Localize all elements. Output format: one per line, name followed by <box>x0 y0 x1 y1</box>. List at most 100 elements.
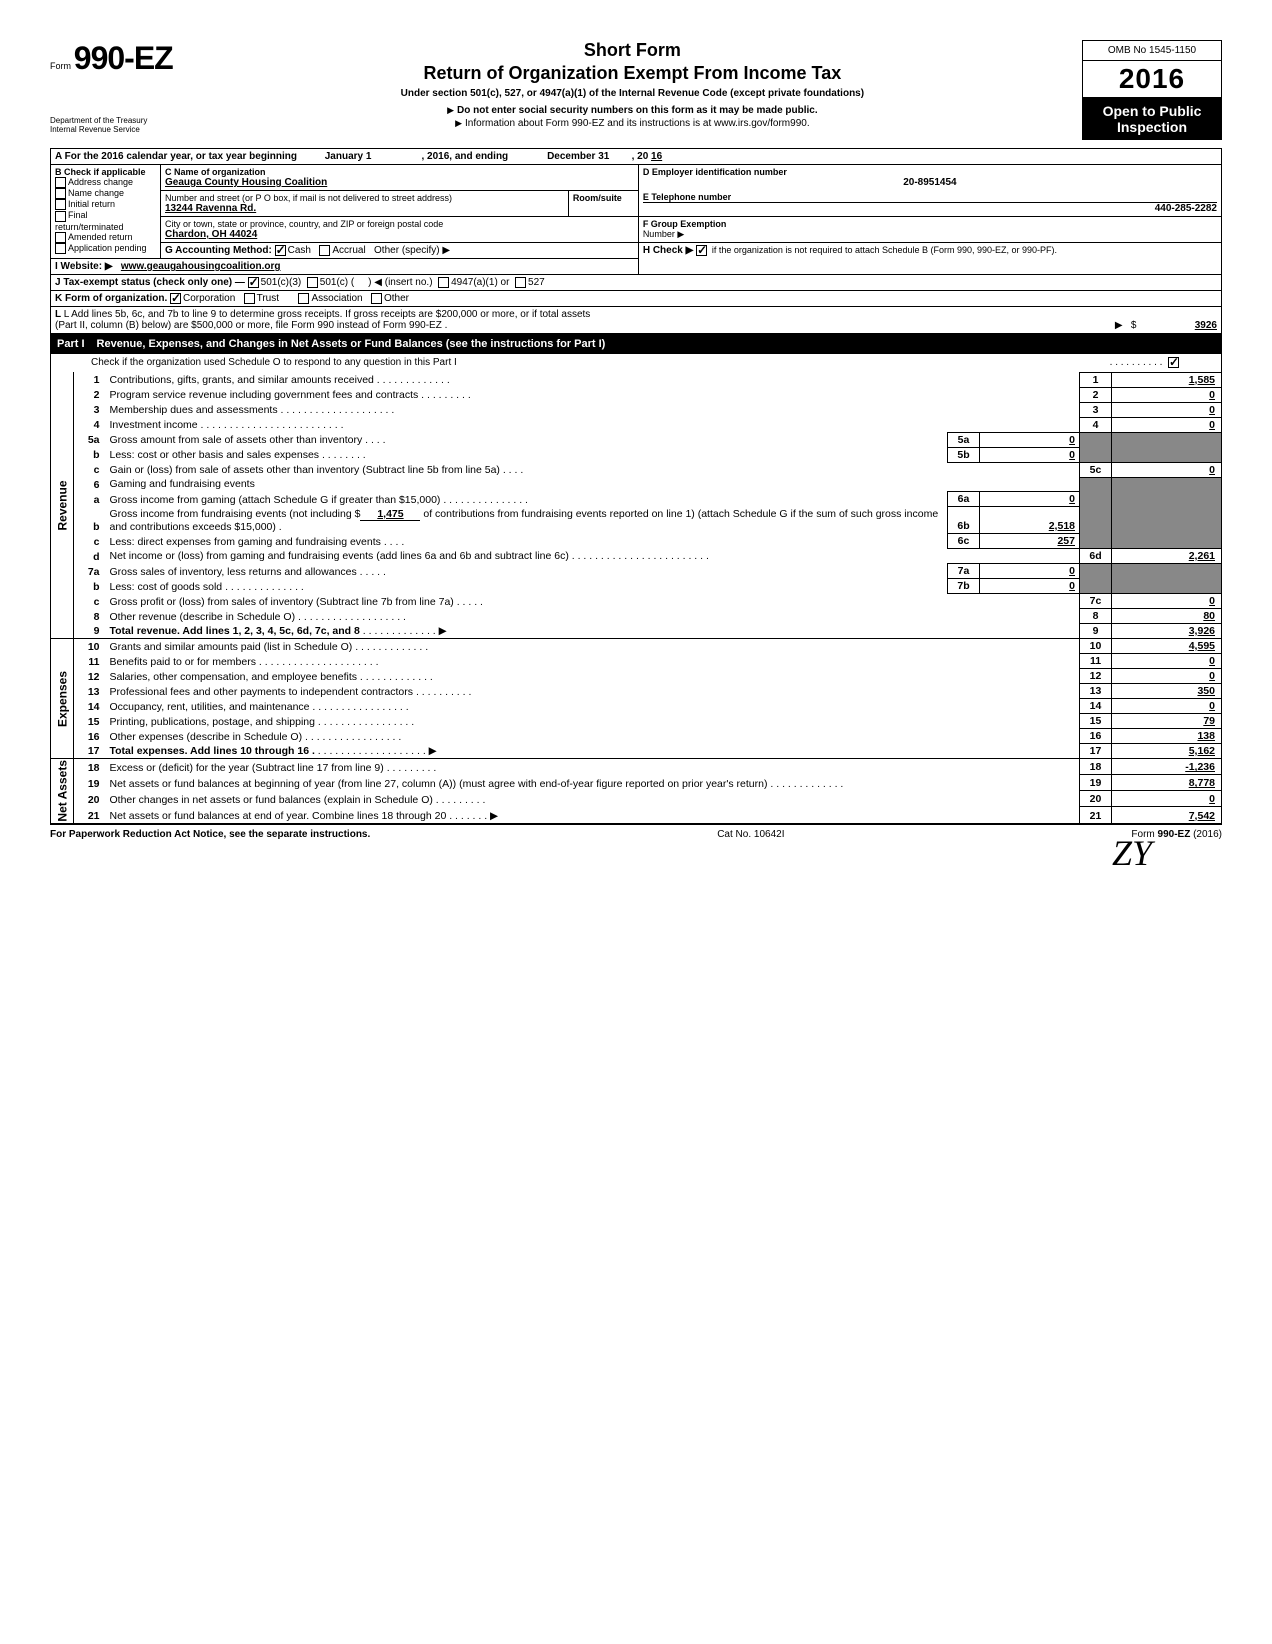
line-amount: 3,926 <box>1112 624 1222 639</box>
checkbox-name-change[interactable] <box>55 188 66 199</box>
page-footer: For Paperwork Reduction Act Notice, see … <box>50 824 1222 844</box>
j-opt2b: ) ◀ (insert no.) <box>368 277 432 288</box>
line-desc: Less: cost of goods sold <box>110 581 223 593</box>
checkbox-527[interactable] <box>515 277 526 288</box>
line-amount: 4,595 <box>1112 639 1222 654</box>
line-num: 16 <box>74 729 106 744</box>
handwritten-initials: ZY <box>1112 832 1152 874</box>
j-opt3: 4947(a)(1) or <box>451 277 509 288</box>
line-amount: 0 <box>1112 387 1222 402</box>
line-desc: Gross profit or (loss) from sales of inv… <box>110 596 454 608</box>
expenses-sidebar: Expenses <box>51 639 74 759</box>
checkbox-initial-return[interactable] <box>55 199 66 210</box>
tax-year-end-lbl: , 20 <box>632 151 649 162</box>
tax-year: 2016 <box>1082 61 1222 98</box>
accrual-label: Accrual <box>332 245 365 256</box>
line-amount: 7,542 <box>1112 807 1222 823</box>
line-num: 13 <box>74 684 106 699</box>
line-desc: Program service revenue including govern… <box>110 389 419 401</box>
line-num: 4 <box>74 417 106 432</box>
line-desc: Net assets or fund balances at beginning… <box>110 778 768 790</box>
checkbox-assoc[interactable] <box>298 293 309 304</box>
line-amount: 0 <box>1112 654 1222 669</box>
sub-amount: 257 <box>980 534 1080 549</box>
line-num: b <box>74 447 106 462</box>
part-1-header: Part I Revenue, Expenses, and Changes in… <box>50 334 1222 354</box>
gross-receipts: 3926 <box>1195 320 1217 331</box>
k-opt2: Trust <box>257 293 279 304</box>
line-desc: Benefits paid to or for members <box>110 656 256 668</box>
section-l-line2: (Part II, column (B) below) are $500,000… <box>55 320 447 331</box>
shaded-cell <box>1112 477 1222 549</box>
cb-label: Name change <box>68 188 124 198</box>
line-desc: Other expenses (describe in Schedule O) <box>110 731 303 743</box>
line-desc: Other revenue (describe in Schedule O) . <box>110 611 301 623</box>
line-amount: 8,778 <box>1112 775 1222 791</box>
k-opt3: Association <box>311 293 362 304</box>
checkbox-amended[interactable] <box>55 232 66 243</box>
line-num: 19 <box>74 775 106 791</box>
checkbox-501c3[interactable] <box>248 277 259 288</box>
line-box: 9 <box>1080 624 1112 639</box>
street-label: Number and street (or P O box, if mail i… <box>165 193 564 203</box>
line-desc: Total revenue. Add lines 1, 2, 3, 4, 5c,… <box>110 625 360 637</box>
checkbox-other-org[interactable] <box>371 293 382 304</box>
line-amount: 79 <box>1112 714 1222 729</box>
j-opt2: 501(c) ( <box>320 277 354 288</box>
section-h-text: if the organization is not required to a… <box>712 245 1057 255</box>
line-box: 10 <box>1080 639 1112 654</box>
checkbox-501c[interactable] <box>307 277 318 288</box>
shaded-cell <box>1080 477 1112 549</box>
checkbox-4947[interactable] <box>438 277 449 288</box>
form-number: 990-EZ <box>74 40 173 76</box>
checkbox-address-change[interactable] <box>55 177 66 188</box>
room-label: Room/suite <box>573 193 634 203</box>
j-opt1: 501(c)(3) <box>261 277 302 288</box>
line-desc: Gross sales of inventory, less returns a… <box>110 566 357 578</box>
line-num: 14 <box>74 699 106 714</box>
sub-amount: 0 <box>980 492 1080 507</box>
checkbox-corp[interactable] <box>170 293 181 304</box>
sub-amount: 0 <box>980 564 1080 579</box>
section-c-label: C Name of organization <box>165 167 634 177</box>
form-number-block: Form 990-EZ Department of the Treasury I… <box>50 40 183 135</box>
checkbox-trust[interactable] <box>244 293 255 304</box>
sub-box: 7a <box>948 564 980 579</box>
part-1-label: Part I <box>57 338 85 350</box>
line-box: 19 <box>1080 775 1112 791</box>
line-num: c <box>74 594 106 609</box>
checkbox-final-return[interactable] <box>55 211 66 222</box>
section-e-label: E Telephone number <box>643 192 1217 203</box>
part-1-check-line: Check if the organization used Schedule … <box>91 357 457 368</box>
street-value: 13244 Ravenna Rd. <box>165 203 564 214</box>
line-box: 20 <box>1080 791 1112 807</box>
cb-label: Address change <box>68 177 133 187</box>
line-box: 18 <box>1080 759 1112 775</box>
shaded-cell <box>1112 432 1222 462</box>
j-opt4: 527 <box>528 277 545 288</box>
line-desc: Net assets or fund balances at end of ye… <box>110 810 447 822</box>
checkbox-cash[interactable] <box>275 245 286 256</box>
checkbox-schedule-b[interactable] <box>696 245 707 256</box>
arrow-icon <box>455 118 465 129</box>
sub-box: 5a <box>948 432 980 447</box>
line-box: 2 <box>1080 387 1112 402</box>
checkbox-accrual[interactable] <box>319 245 330 256</box>
tax-year-begin: January 1 <box>325 151 372 162</box>
line-desc: Grants and similar amounts paid (list in… <box>110 641 353 653</box>
line-amount: 80 <box>1112 609 1222 624</box>
ein-value: 20-8951454 <box>643 177 1217 188</box>
line-desc: Gain or (loss) from sale of assets other… <box>110 464 506 476</box>
line-amount: 0 <box>1112 669 1222 684</box>
checkbox-schedule-o[interactable] <box>1168 357 1179 368</box>
website-value: www.geaugahousingcoalition.org <box>121 261 281 272</box>
line-num: 10 <box>74 639 106 654</box>
directive-1: Do not enter social security numbers on … <box>457 105 818 116</box>
line-box: 7c <box>1080 594 1112 609</box>
sub-box: 6a <box>948 492 980 507</box>
checkbox-pending[interactable] <box>55 243 66 254</box>
line-amount: -1,236 <box>1112 759 1222 775</box>
other-label: Other (specify) ▶ <box>374 245 450 256</box>
tax-year-end-month: December 31 <box>547 151 609 162</box>
sub-amount: 0 <box>980 432 1080 447</box>
